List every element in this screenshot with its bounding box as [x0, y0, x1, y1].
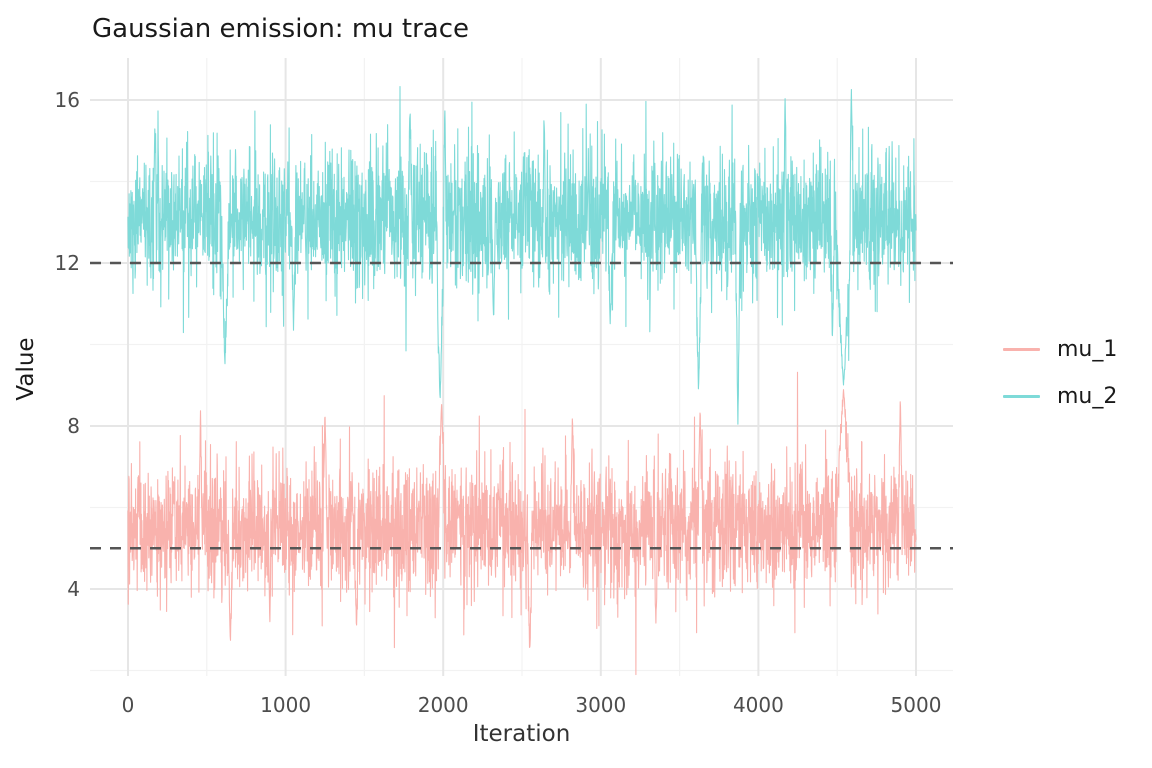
legend: mu_1 mu_2: [1003, 336, 1117, 409]
y-tick-label-12: 12: [55, 251, 80, 275]
traces-group: [127, 86, 917, 676]
x-tick-label-5000: 5000: [891, 693, 942, 717]
trace-mu_1: [127, 371, 917, 676]
x-tick-label-4000: 4000: [733, 693, 784, 717]
legend-label-mu-2: mu_2: [1057, 383, 1118, 409]
y-tick-label-16: 16: [55, 88, 80, 112]
y-tick-label-4: 4: [67, 577, 80, 601]
chart-title: Gaussian emission: mu trace: [92, 14, 469, 44]
legend-label-mu-1: mu_1: [1057, 336, 1118, 362]
legend-key-mu-1-line-icon: [1003, 347, 1040, 351]
legend-item-mu-1: mu_1: [1003, 336, 1117, 362]
legend-item-mu-2: mu_2: [1003, 383, 1117, 409]
trace-mu_2: [127, 86, 917, 425]
x-tick-label-3000: 3000: [575, 693, 626, 717]
x-tick-label-2000: 2000: [418, 693, 469, 717]
y-axis-label: Value: [13, 337, 39, 401]
legend-key-mu-2-line-icon: [1003, 394, 1040, 398]
x-tick-label-1000: 1000: [260, 693, 311, 717]
y-tick-label-8: 8: [67, 414, 80, 438]
x-tick-label-0: 0: [122, 693, 135, 717]
x-axis-label: Iteration: [472, 721, 571, 747]
